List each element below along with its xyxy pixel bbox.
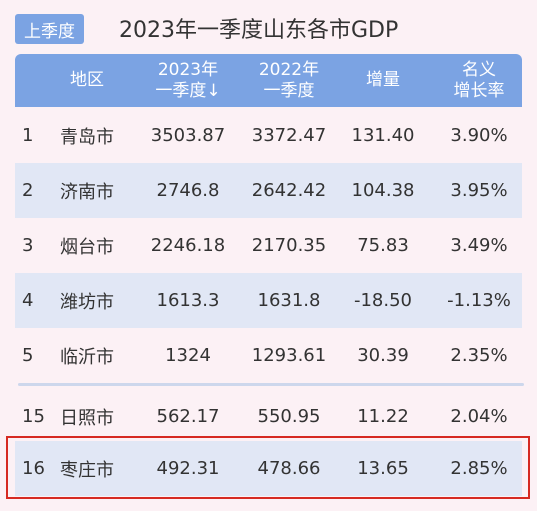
table-row[interactable]: 1 青岛市 3503.87 3372.47 131.40 3.90% — [15, 108, 522, 163]
rank-cell: 5 — [22, 345, 34, 366]
rank-cell: 3 — [22, 235, 34, 256]
rank-cell: 1 — [22, 125, 34, 146]
table-row[interactable]: 3 烟台市 2246.18 2170.35 75.83 3.49% — [15, 218, 522, 273]
table-row[interactable]: 5 临沂市 1324 1293.61 30.39 2.35% — [15, 328, 522, 383]
gdp-2022-cell: 1293.61 — [251, 345, 327, 366]
gdp-2022-cell: 1631.8 — [257, 290, 321, 311]
increase-cell: 131.40 — [351, 125, 415, 146]
growth-rate-cell: 3.90% — [450, 125, 508, 146]
rank-cell: 2 — [22, 180, 34, 201]
header-increase-label: 增量 — [366, 70, 400, 90]
header-rate-label: 名义 — [462, 59, 496, 80]
gdp-2022-cell: 2170.35 — [251, 235, 327, 256]
header-2023-sort-label: 一季度↓ — [155, 80, 221, 101]
growth-rate-cell: 3.95% — [450, 180, 508, 201]
increase-cell: 75.83 — [357, 235, 409, 256]
table-row[interactable]: 2 济南市 2746.8 2642.42 104.38 3.95% — [15, 163, 522, 218]
gdp-2023-cell: 1324 — [165, 345, 211, 366]
header-2022-q1[interactable]: 2022年 一季度 — [241, 54, 337, 107]
gdp-2022-cell: 550.95 — [257, 406, 321, 427]
period-badge[interactable]: 上季度 — [15, 14, 84, 44]
table-header: 地区 2023年 一季度↓ 2022年 一季度 增量 名义 增长率 — [15, 54, 522, 107]
header-increase[interactable]: 增量 — [343, 54, 423, 107]
increase-cell: 11.22 — [357, 406, 409, 427]
region-cell: 枣庄市 — [60, 459, 114, 481]
region-cell: 烟台市 — [60, 236, 114, 258]
gdp-2022-cell: 3372.47 — [251, 125, 327, 146]
growth-rate-cell: 3.49% — [450, 235, 508, 256]
gdp-2022-cell: 478.66 — [257, 458, 321, 479]
gdp-2023-cell: 2246.18 — [150, 235, 226, 256]
region-cell: 济南市 — [60, 181, 114, 203]
row-gap-divider — [18, 383, 524, 386]
header-rate-sub-label: 增长率 — [453, 80, 505, 101]
rank-cell: 4 — [22, 290, 34, 311]
gdp-2022-cell: 2642.42 — [251, 180, 327, 201]
increase-cell: 104.38 — [351, 180, 415, 201]
region-cell: 日照市 — [60, 407, 114, 429]
page-title: 2023年一季度山东各市GDP — [119, 18, 399, 43]
rank-cell: 16 — [22, 458, 45, 479]
gdp-2023-cell: 2746.8 — [156, 180, 220, 201]
gdp-2023-cell: 562.17 — [156, 406, 220, 427]
header-growth-rate[interactable]: 名义 增长率 — [435, 54, 523, 107]
rank-cell: 15 — [22, 406, 45, 427]
table-row[interactable]: 4 潍坊市 1613.3 1631.8 -18.50 -1.13% — [15, 273, 522, 328]
table-row[interactable]: 15 日照市 562.17 550.95 11.22 2.04% — [15, 389, 522, 444]
region-cell: 青岛市 — [60, 126, 114, 148]
growth-rate-cell: 2.04% — [450, 406, 508, 427]
header-2023-label: 2023年 — [157, 59, 219, 80]
region-cell: 临沂市 — [60, 346, 114, 368]
header-2022-label: 2022年 — [258, 59, 320, 80]
growth-rate-cell: 2.85% — [450, 458, 508, 479]
growth-rate-cell: -1.13% — [447, 290, 511, 311]
header-2022-sub-label: 一季度 — [263, 80, 315, 101]
table-row-highlighted[interactable]: 16 枣庄市 492.31 478.66 13.65 2.85% — [15, 441, 522, 496]
gdp-2023-cell: 3503.87 — [150, 125, 226, 146]
increase-cell: -18.50 — [353, 290, 413, 311]
increase-cell: 30.39 — [357, 345, 409, 366]
increase-cell: 13.65 — [357, 458, 409, 479]
region-cell: 潍坊市 — [60, 291, 114, 313]
header-2023-q1[interactable]: 2023年 一季度↓ — [143, 54, 233, 107]
growth-rate-cell: 2.35% — [450, 345, 508, 366]
gdp-2023-cell: 1613.3 — [156, 290, 220, 311]
header-region: 地区 — [49, 54, 125, 107]
header-region-label: 地区 — [70, 70, 104, 90]
gdp-2023-cell: 492.31 — [156, 458, 220, 479]
